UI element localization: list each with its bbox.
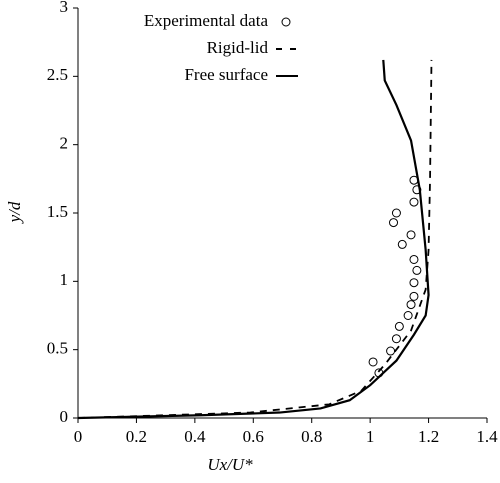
legend-marker bbox=[281, 17, 291, 27]
data-point bbox=[406, 230, 416, 240]
x-tick-label: 0.8 bbox=[301, 427, 322, 446]
y-axis-label: y/d bbox=[5, 201, 24, 224]
y-tick-label: 2 bbox=[60, 134, 69, 153]
data-point bbox=[412, 265, 422, 275]
x-tick-label: 0.2 bbox=[126, 427, 147, 446]
x-axis-label: Ux/U* bbox=[207, 455, 253, 474]
y-tick-label: 1.5 bbox=[47, 202, 68, 221]
x-tick-label: 0.4 bbox=[184, 427, 206, 446]
data-point bbox=[368, 357, 378, 367]
data-point bbox=[391, 334, 401, 344]
data-point bbox=[386, 346, 396, 356]
y-tick-label: 0 bbox=[60, 407, 69, 426]
legend-label: Rigid-lid bbox=[207, 38, 269, 57]
series-line bbox=[77, 59, 433, 419]
data-point bbox=[409, 278, 419, 288]
x-tick-label: 0.6 bbox=[243, 427, 264, 446]
y-tick-label: 0.5 bbox=[47, 339, 68, 358]
data-point bbox=[409, 254, 419, 264]
y-tick-label: 1 bbox=[60, 270, 69, 289]
y-tick-label: 3 bbox=[60, 0, 69, 16]
data-point bbox=[391, 208, 401, 218]
data-point bbox=[389, 218, 399, 228]
x-tick-label: 1 bbox=[366, 427, 375, 446]
data-point bbox=[403, 311, 413, 320]
data-point bbox=[406, 300, 416, 310]
data-point bbox=[394, 321, 404, 331]
data-point bbox=[409, 197, 419, 207]
x-tick-label: 1.4 bbox=[476, 427, 498, 446]
data-point bbox=[409, 291, 419, 301]
series-line bbox=[77, 59, 430, 420]
legend-label: Experimental data bbox=[144, 11, 269, 30]
data-point bbox=[397, 239, 407, 249]
legend-label: Free surface bbox=[184, 65, 268, 84]
x-tick-label: 0 bbox=[74, 427, 83, 446]
y-tick-label: 2.5 bbox=[47, 65, 68, 84]
x-tick-label: 1.2 bbox=[418, 427, 439, 446]
